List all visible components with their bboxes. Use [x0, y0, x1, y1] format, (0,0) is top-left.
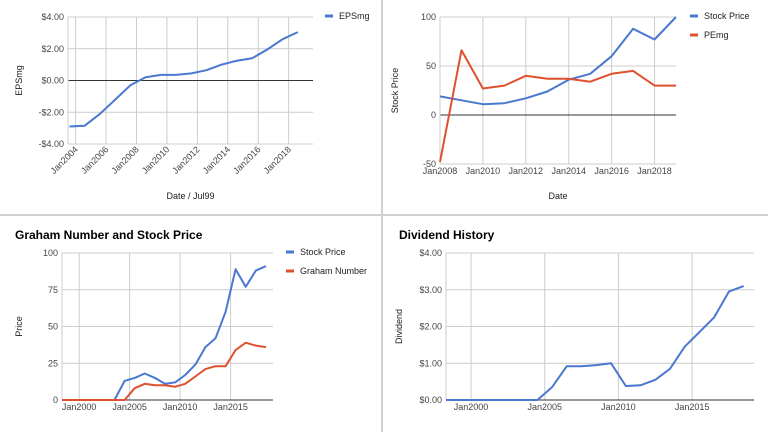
eps-y-tick-label: -$4.00	[38, 139, 64, 149]
eps-y-tick-label: $2.00	[41, 44, 64, 54]
dividend-y-tick-label: $4.00	[419, 248, 442, 258]
graham-y-tick-label: 100	[43, 248, 58, 258]
panel-eps-chart: EPSmg Jan2004Jan2006Jan2008Jan2010Jan2012…	[0, 0, 381, 214]
graham-x-tick-label: Jan2005	[112, 402, 147, 412]
dividend-y-tick-label: $1.00	[419, 358, 442, 368]
dividend-x-tick-label: Jan2005	[527, 402, 562, 412]
eps-y-tick-label: -$2.00	[38, 107, 64, 117]
panel-graham-chart: Graham Number and Stock Price Jan2000 Jan2…	[0, 218, 381, 432]
horizontal-divider	[0, 214, 768, 216]
panel-dividend-chart: Dividend History Jan2000 Jan2005 Jan2010 Jan…	[384, 218, 768, 432]
graham-x-tick-label: Jan2010	[163, 402, 198, 412]
graham-legend-label-graham-number: Graham Number	[300, 266, 367, 276]
price-pe-y-tick-label: 100	[421, 12, 436, 22]
price-pe-y-tick-label: 50	[426, 61, 436, 71]
eps-legend-label-epsmg: EPSmg	[339, 11, 370, 21]
graham-y-tick-label: 25	[48, 358, 58, 368]
dividend-y-tick-label: $3.00	[419, 285, 442, 295]
eps-x-tick-label: Jan2010	[140, 144, 171, 175]
price-pe-pemg-line	[439, 49, 676, 163]
graham-legend-label-stock-price: Stock Price	[300, 247, 346, 257]
price-pe-legend-label-stock-price: Stock Price	[704, 11, 750, 21]
eps-x-tick-label: Jan2016	[231, 144, 262, 175]
eps-x-tick-label: Jan2012	[170, 144, 201, 175]
price-pe-y-tick-label: 0	[431, 110, 436, 120]
dividend-y-tick-label: $0.00	[419, 395, 442, 405]
price-pe-x-tick-label: Jan2010	[466, 166, 501, 176]
graham-graham-number-line	[62, 341, 267, 401]
price-pe-y-tick-label: -50	[423, 159, 436, 169]
dividend-chart-svg: Dividend History Jan2000 Jan2005 Jan2010 Jan…	[394, 228, 754, 412]
dividend-x-tick-label: Jan2015	[675, 402, 710, 412]
price-pe-x-tick-label: Jan2014	[551, 166, 586, 176]
dividend-x-tick-label: Jan2000	[454, 402, 489, 412]
graham-chart-svg: Graham Number and Stock Price Jan2000 Jan2…	[14, 228, 367, 412]
graham-title: Graham Number and Stock Price	[15, 228, 203, 242]
price-pe-y-axis-label: Stock Price	[390, 68, 400, 114]
eps-x-tick-label: Jan2006	[79, 144, 110, 175]
price-pe-x-axis-label: Date	[548, 191, 567, 201]
graham-y-tick-label: 0	[53, 395, 58, 405]
dividend-title: Dividend History	[399, 228, 495, 242]
eps-chart-svg: EPSmg Jan2004Jan2006Jan2008Jan2010Jan2012…	[14, 11, 370, 201]
price-pe-x-tick-label: Jan2018	[637, 166, 672, 176]
eps-x-axis-label: Date / Jul99	[166, 191, 214, 201]
eps-x-tick-label: Jan2004	[49, 144, 80, 175]
eps-y-tick-label: $4.00	[41, 12, 64, 22]
dividend-x-tick-label: Jan2010	[601, 402, 636, 412]
graham-stock-price-line	[62, 265, 267, 401]
price-pe-x-tick-label: Jan2008	[423, 166, 458, 176]
dividend-y-axis-label: Dividend	[394, 309, 404, 344]
eps-y-tick-label: $0.00	[41, 76, 64, 86]
panel-price-pe-chart: Price and PEmgJan2008Jan2010Jan2012Jan20…	[384, 0, 768, 214]
dividend-y-tick-label: $2.00	[419, 322, 442, 332]
eps-x-tick-label: Jan2014	[201, 144, 232, 175]
vertical-divider	[381, 0, 383, 432]
dividend-series-line	[446, 285, 745, 401]
graham-y-tick-label: 75	[48, 285, 58, 295]
eps-x-tick-label: Jan2018	[262, 144, 293, 175]
eps-x-tick-label: Jan2008	[109, 144, 140, 175]
graham-x-tick-label: Jan2015	[213, 402, 248, 412]
graham-y-tick-label: 50	[48, 322, 58, 332]
graham-x-tick-label: Jan2000	[62, 402, 97, 412]
price-pe-x-tick-label: Jan2016	[594, 166, 629, 176]
price-pe-stock-price-line	[439, 16, 677, 106]
eps-y-axis-label: EPSmg	[14, 65, 24, 96]
price-pe-x-tick-label: Jan2012	[509, 166, 544, 176]
price-pe-chart-svg: Price and PEmgJan2008Jan2010Jan2012Jan20…	[390, 11, 750, 201]
eps-epsmg-line	[69, 31, 299, 128]
price-pe-legend-label-pemg: PEmg	[704, 30, 729, 40]
graham-y-axis-label: Price	[14, 316, 24, 337]
